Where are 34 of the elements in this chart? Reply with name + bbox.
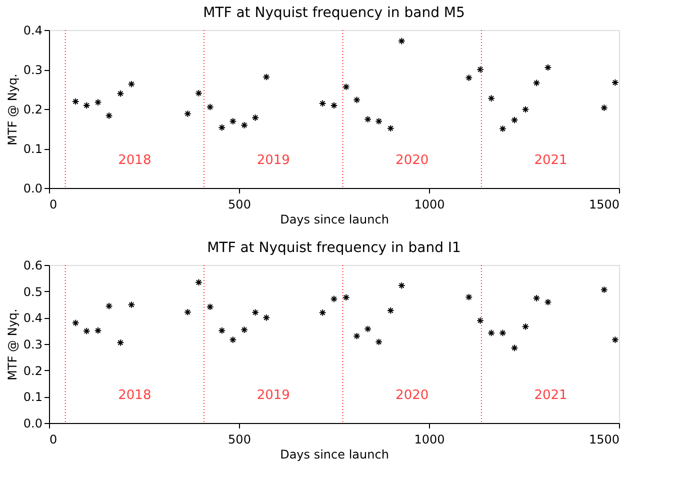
y-tick-label: 0.3 xyxy=(23,63,42,77)
x-tick-label: 1000 xyxy=(414,198,445,212)
x-tick-label: 0 xyxy=(50,432,58,446)
annotation: 2019 xyxy=(256,153,290,168)
y-tick-label: 0.1 xyxy=(23,142,42,156)
annotation: 2021 xyxy=(534,388,568,403)
y-axis-title: MTF @ Nyq. xyxy=(5,308,20,380)
annotation: 2018 xyxy=(118,388,152,403)
x-tick-label: 1500 xyxy=(588,198,620,212)
y-axis-title: MTF @ Nyq. xyxy=(5,74,20,146)
annotation: 2018 xyxy=(118,153,152,168)
x-tick-label: 500 xyxy=(228,432,251,446)
y-tick-label: 0.2 xyxy=(23,102,42,116)
x-tick-label: 0 xyxy=(50,198,58,212)
y-tick-label: 0.1 xyxy=(23,390,42,404)
y-tick-label: 0.0 xyxy=(23,182,42,196)
y-tick-label: 0.0 xyxy=(23,416,42,430)
chart-title: MTF at Nyquist frequency in band I1 xyxy=(207,240,461,256)
y-tick-label: 0.6 xyxy=(23,258,42,272)
x-tick-label: 1500 xyxy=(588,432,620,446)
y-tick-label: 0.3 xyxy=(23,338,42,352)
x-axis-title: Days since launch xyxy=(280,212,389,226)
chart-title: MTF at Nyquist frequency in band M5 xyxy=(203,5,465,21)
y-tick-label: 0.4 xyxy=(23,311,42,326)
annotation: 2019 xyxy=(256,388,290,403)
annotation: 2020 xyxy=(396,153,429,168)
y-tick-label: 0.5 xyxy=(23,284,42,299)
x-tick-label: 500 xyxy=(228,198,251,212)
annotation: 2021 xyxy=(534,153,568,168)
y-tick-label: 0.4 xyxy=(23,24,42,38)
annotation: 2020 xyxy=(396,388,429,403)
x-tick-label: 1000 xyxy=(414,432,445,446)
x-axis-title: Days since launch xyxy=(280,448,389,462)
y-tick-label: 0.2 xyxy=(23,364,42,378)
